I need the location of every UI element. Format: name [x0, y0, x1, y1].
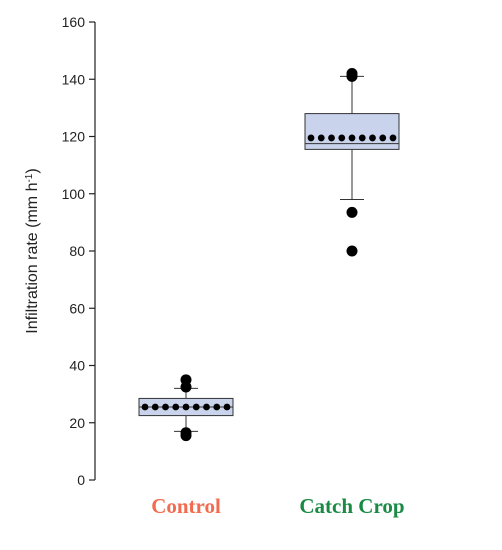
- mean-point: [213, 403, 221, 411]
- mean-point: [317, 134, 325, 142]
- y-ticks: 0 20 40 60 80 100 120 140 160: [62, 14, 95, 488]
- mean-point: [141, 403, 149, 411]
- y-axis-title: Infiltration rate (mm h-1): [24, 168, 42, 333]
- outlier-point: [180, 427, 192, 439]
- y-tick-label-140: 140: [62, 71, 86, 87]
- y-axis-title-superscript: -1: [24, 173, 35, 182]
- y-tick-label-0: 0: [77, 472, 85, 488]
- outlier-point: [346, 245, 358, 257]
- mean-point: [223, 403, 231, 411]
- outlier-point: [346, 206, 358, 218]
- mean-point: [358, 134, 366, 142]
- y-axis-title-text: Infiltration rate (mm h: [24, 183, 41, 334]
- outlier-point: [346, 70, 358, 82]
- category-label-catch-crop: Catch Crop: [299, 494, 404, 518]
- mean-point: [338, 134, 346, 142]
- outlier-point: [180, 381, 192, 393]
- mean-point: [192, 403, 200, 411]
- mean-point: [328, 134, 335, 142]
- y-tick-label-160: 160: [62, 14, 86, 30]
- y-tick-label-80: 80: [69, 243, 85, 259]
- mean-point: [151, 403, 159, 411]
- y-tick-label-120: 120: [62, 129, 86, 145]
- mean-point: [203, 403, 210, 411]
- y-tick-label-60: 60: [69, 300, 85, 316]
- box-group-control: [138, 374, 234, 442]
- boxes: [138, 68, 400, 442]
- mean-point: [369, 134, 376, 142]
- box-group-catch-crop: [304, 68, 400, 257]
- mean-point: [182, 403, 190, 411]
- y-tick-label-100: 100: [62, 186, 86, 202]
- mean-point: [389, 134, 397, 142]
- mean-point: [348, 134, 356, 142]
- y-axis-title-close: ): [24, 168, 41, 173]
- mean-point: [379, 134, 387, 142]
- mean-point: [162, 403, 169, 411]
- category-label-control: Control: [151, 494, 221, 518]
- mean-point: [307, 134, 315, 142]
- y-tick-label-20: 20: [69, 415, 85, 431]
- y-tick-label-40: 40: [69, 358, 85, 374]
- mean-point: [172, 403, 180, 411]
